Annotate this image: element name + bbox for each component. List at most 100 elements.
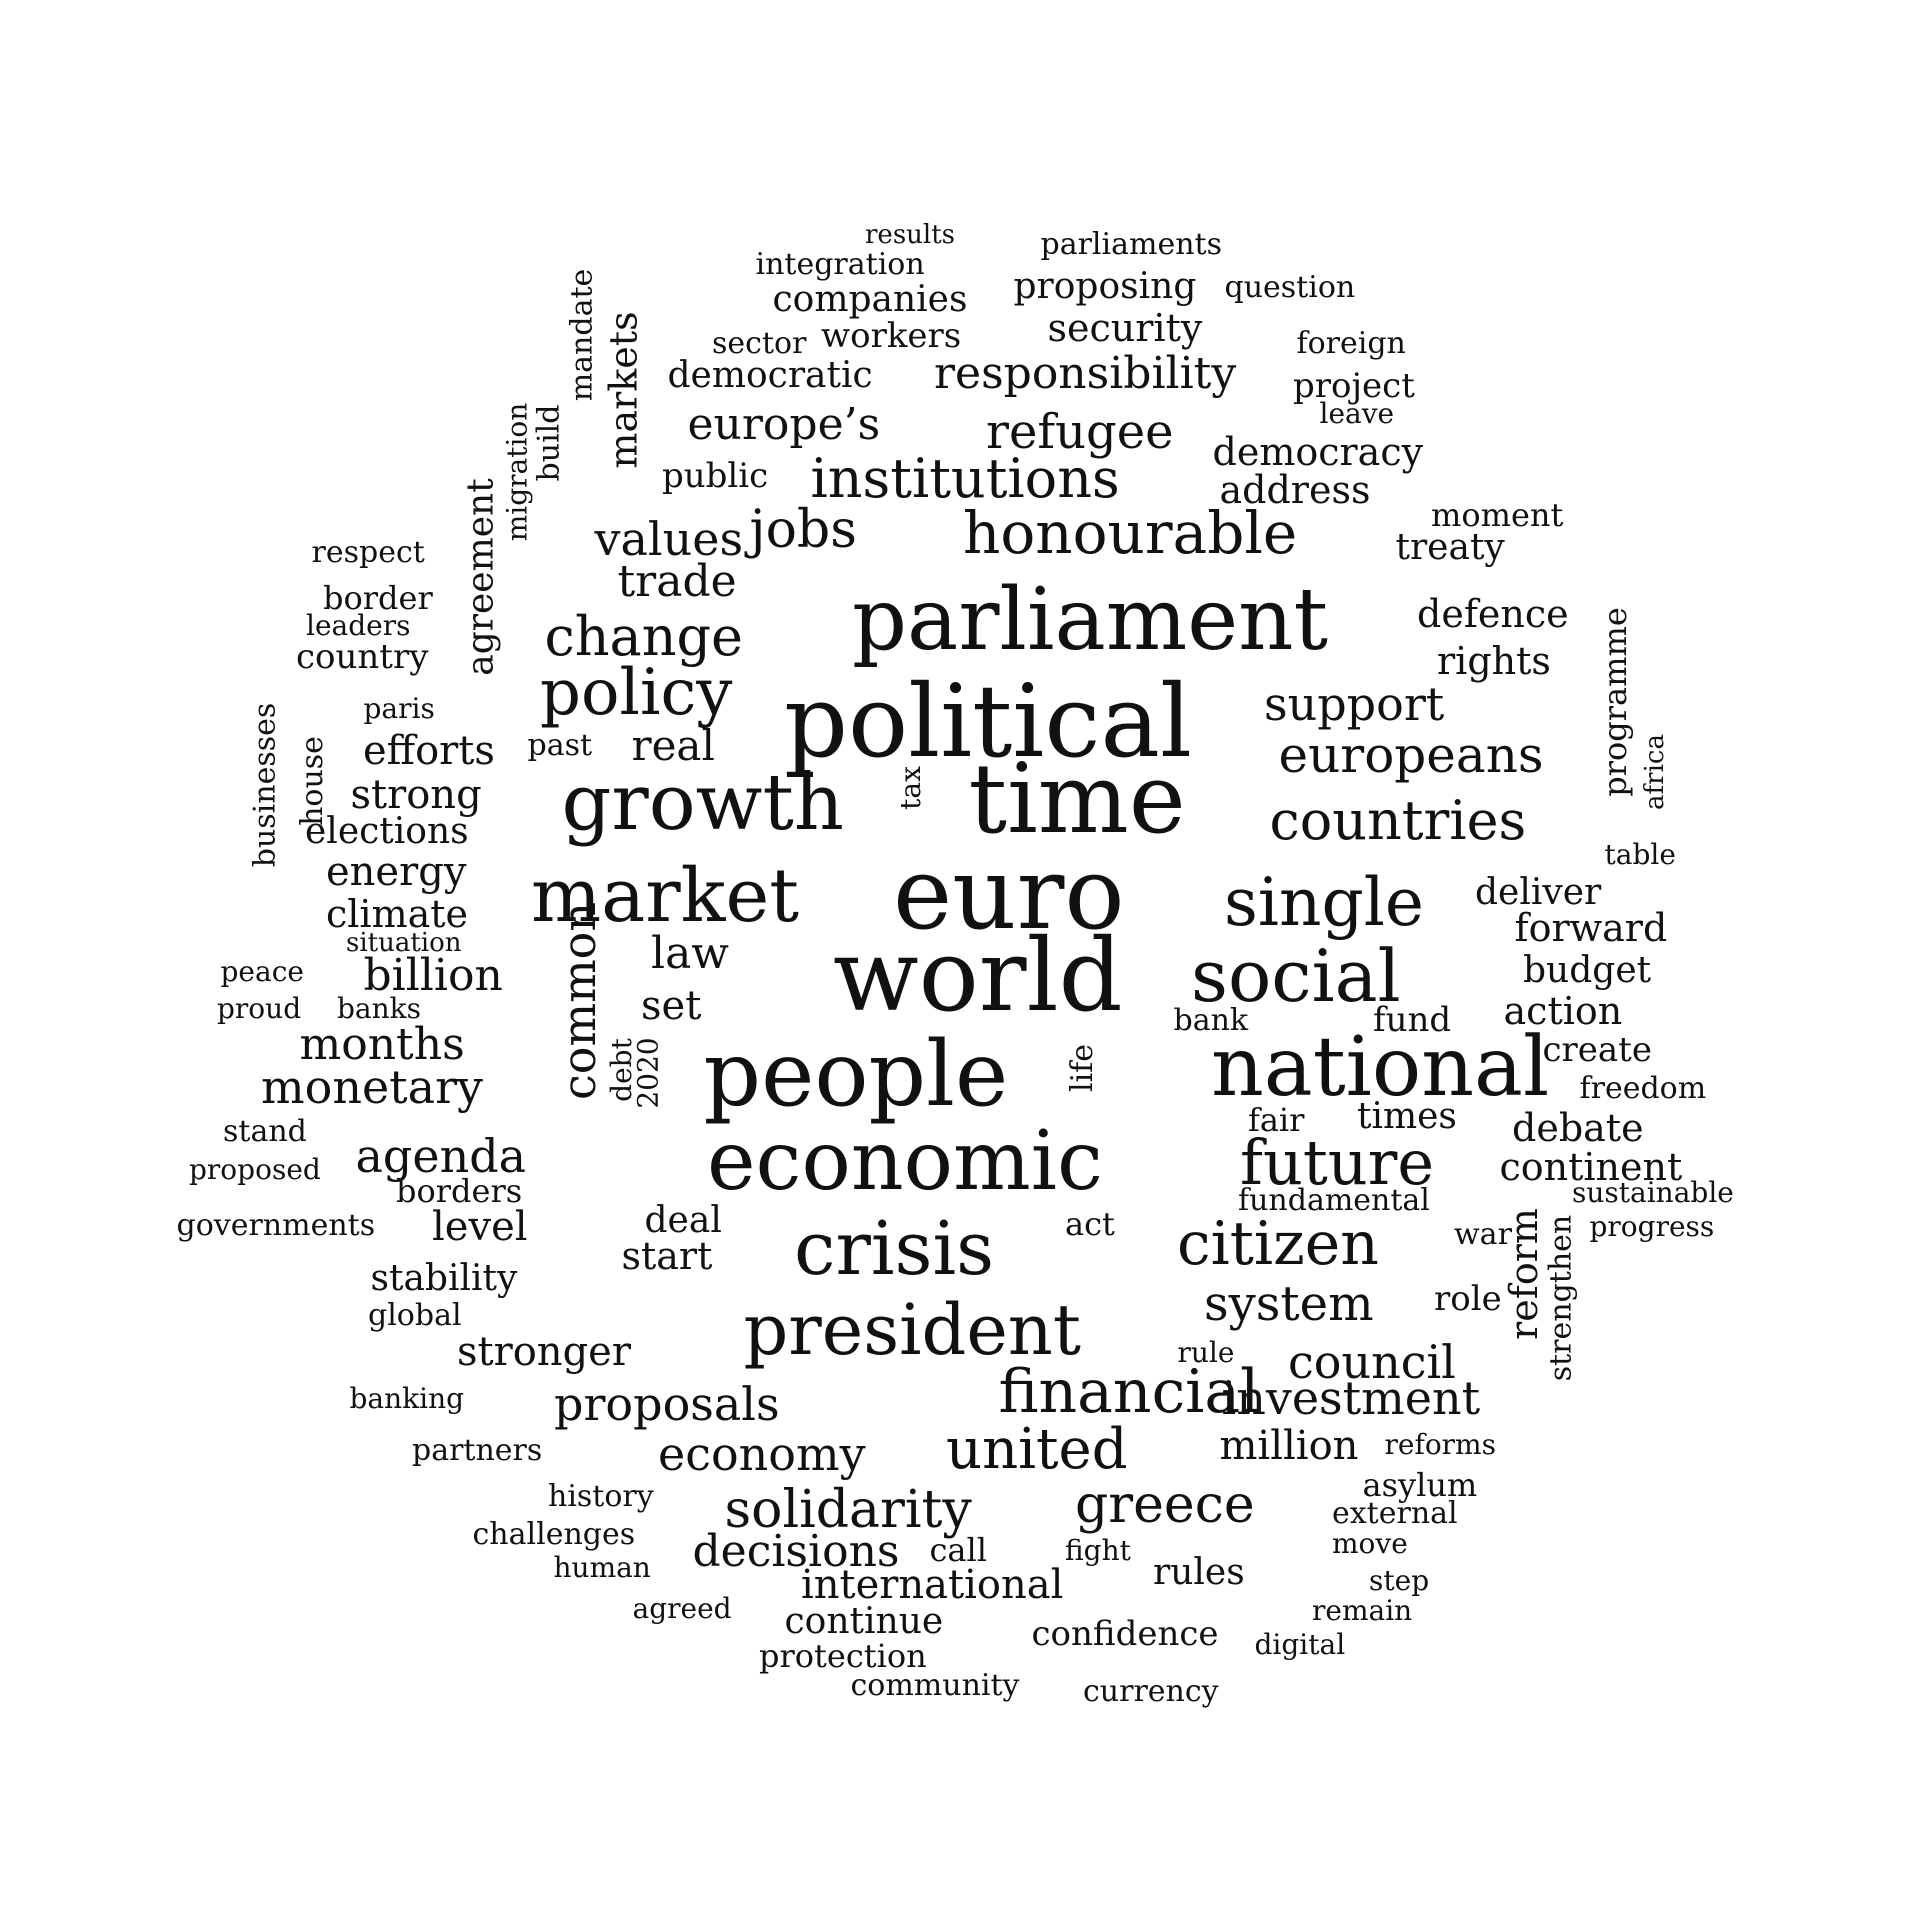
word-debate: debate xyxy=(1512,1106,1644,1150)
word-role: role xyxy=(1434,1279,1502,1319)
word-rights: rights xyxy=(1437,639,1551,683)
word-social: social xyxy=(1191,934,1401,1018)
word-trade: trade xyxy=(617,556,737,607)
word-reforms: reforms xyxy=(1384,1428,1496,1461)
word-peace: peace xyxy=(220,955,304,988)
word-respect: respect xyxy=(311,535,425,570)
word-deal: deal xyxy=(644,1200,722,1241)
word-create: create xyxy=(1542,1030,1652,1070)
word-agreed: agreed xyxy=(632,1592,732,1625)
word-moment: moment xyxy=(1431,496,1564,534)
word-set: set xyxy=(641,983,702,1029)
word-climate: climate xyxy=(326,892,469,936)
word-treaty: treaty xyxy=(1395,527,1505,568)
word-partners: partners xyxy=(412,1433,543,1468)
word-mandate: mandate xyxy=(563,268,599,402)
word-council: council xyxy=(1288,1335,1456,1389)
word-currency: currency xyxy=(1083,1674,1219,1709)
word-table: table xyxy=(1604,838,1676,871)
word-action: action xyxy=(1503,989,1623,1033)
word-agenda: agenda xyxy=(355,1129,527,1183)
word-continue: continue xyxy=(784,1601,944,1642)
word-governments: governments xyxy=(176,1208,376,1243)
word-call: call xyxy=(929,1531,987,1569)
word-budget: budget xyxy=(1523,950,1652,991)
word-rule: rule xyxy=(1177,1336,1235,1369)
word-fund: fund xyxy=(1373,1000,1452,1040)
word-global: global xyxy=(368,1298,462,1333)
word-stronger: stronger xyxy=(457,1329,631,1375)
word-human: human xyxy=(553,1551,651,1584)
word-common: common xyxy=(552,901,607,1101)
word-banking: banking xyxy=(349,1382,465,1415)
word-elections: elections xyxy=(305,811,469,852)
word-economic: economic xyxy=(707,1114,1103,1209)
word-market: market xyxy=(531,853,800,939)
word-workers: workers xyxy=(821,316,962,356)
word-world: world xyxy=(833,917,1123,1034)
word-bank: bank xyxy=(1173,1003,1249,1038)
word-forward: forward xyxy=(1514,906,1668,950)
word-leaders: leaders xyxy=(306,609,411,642)
word-act: act xyxy=(1065,1205,1115,1243)
word-build: build xyxy=(530,404,566,482)
word-programme: programme xyxy=(1595,607,1634,797)
word-borders: borders xyxy=(396,1172,523,1210)
word-integration: integration xyxy=(755,247,925,282)
word-community: community xyxy=(850,1668,1020,1703)
word-remain: remain xyxy=(1312,1594,1413,1627)
word-2020: 2020 xyxy=(631,1037,665,1109)
word-solidarity: solidarity xyxy=(724,1480,972,1540)
word-strengthen: strengthen xyxy=(1542,1214,1578,1382)
word-start: start xyxy=(621,1234,713,1278)
word-parliament: parliament xyxy=(852,570,1329,670)
word-country: country xyxy=(296,637,429,677)
word-change: change xyxy=(544,605,744,668)
word-war: war xyxy=(1454,1217,1512,1252)
word-africa: africa xyxy=(1639,734,1670,810)
word-proposing: proposing xyxy=(1013,266,1197,307)
word-step: step xyxy=(1369,1564,1430,1597)
word-banks: banks xyxy=(337,992,421,1025)
word-economy: economy xyxy=(658,1427,866,1481)
word-greece: greece xyxy=(1075,1475,1255,1535)
word-stand: stand xyxy=(223,1114,307,1149)
word-months: months xyxy=(299,1019,465,1070)
word-honourable: honourable xyxy=(963,499,1298,567)
word-level: level xyxy=(432,1204,528,1250)
word-president: president xyxy=(743,1289,1081,1371)
word-asylum: asylum xyxy=(1362,1466,1478,1504)
word-confidence: confidence xyxy=(1031,1614,1219,1654)
word-united: united xyxy=(946,1417,1128,1482)
word-history: history xyxy=(548,1479,654,1514)
word-sector: sector xyxy=(712,326,807,361)
word-digital: digital xyxy=(1254,1628,1346,1661)
word-million: million xyxy=(1219,1423,1359,1469)
word-efforts: efforts xyxy=(363,728,495,774)
word-euro: euro xyxy=(893,835,1125,952)
word-sustainable: sustainable xyxy=(1572,1176,1734,1209)
word-defence: defence xyxy=(1417,592,1569,636)
word-time: time xyxy=(968,743,1186,855)
word-europeans: europeans xyxy=(1278,726,1544,784)
word-fundamental: fundamental xyxy=(1238,1183,1430,1218)
word-countries: countries xyxy=(1269,789,1527,852)
word-political: political xyxy=(784,663,1192,780)
word-proposed: proposed xyxy=(189,1153,321,1186)
word-financial: financial xyxy=(998,1357,1260,1427)
word-europe-s: europe’s xyxy=(687,399,881,450)
word-strong: strong xyxy=(350,772,482,818)
word-protection: protection xyxy=(759,1637,927,1675)
word-past: past xyxy=(527,728,593,763)
word-border: border xyxy=(323,579,433,617)
word-monetary: monetary xyxy=(261,1060,484,1114)
word-progress: progress xyxy=(1589,1210,1715,1243)
word-institutions: institutions xyxy=(810,447,1120,510)
word-external: external xyxy=(1332,1496,1458,1531)
word-project: project xyxy=(1293,366,1415,406)
word-national: national xyxy=(1211,1020,1550,1115)
word-support: support xyxy=(1264,677,1445,731)
word-single: single xyxy=(1224,864,1424,941)
word-security: security xyxy=(1047,306,1203,350)
